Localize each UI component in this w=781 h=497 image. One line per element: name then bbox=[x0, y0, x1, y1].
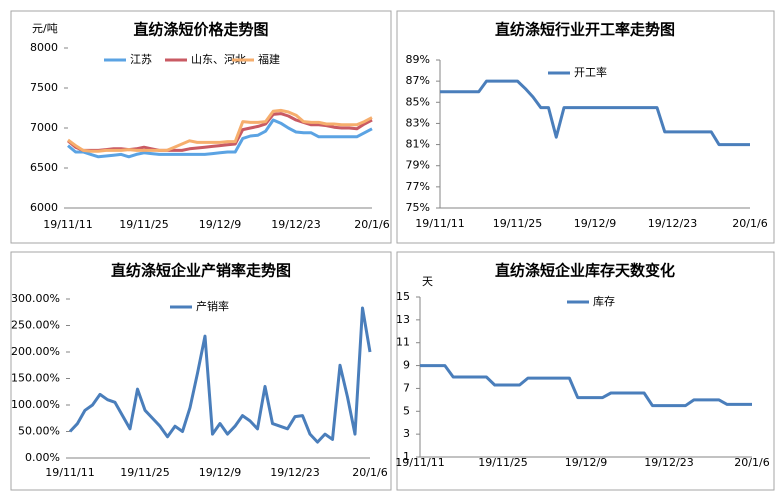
y-tick-label: 5 bbox=[403, 404, 410, 417]
x-tick-label: 19/11/25 bbox=[119, 218, 168, 231]
y-tick-label: 7 bbox=[403, 381, 410, 394]
x-tick-label: 19/12/9 bbox=[574, 217, 616, 230]
panel-frame bbox=[396, 251, 775, 491]
y-tick-label: 100.00% bbox=[11, 398, 60, 411]
y-tick-label: 300.00% bbox=[11, 292, 60, 305]
x-tick-label: 20/1/6 bbox=[734, 456, 769, 469]
x-tick-label: 19/11/25 bbox=[493, 217, 542, 230]
y-tick-label: 0.00% bbox=[25, 451, 60, 464]
y-axis-unit: 元/吨 bbox=[32, 22, 58, 35]
chart-title: 直纺涤短行业开工率走势图 bbox=[495, 21, 675, 39]
x-tick-label: 19/12/23 bbox=[271, 218, 320, 231]
x-tick-label: 20/1/6 bbox=[352, 466, 387, 479]
y-tick-label: 9 bbox=[403, 359, 410, 372]
y-tick-label: 6000 bbox=[30, 201, 58, 214]
chart-title: 直纺涤短企业产销率走势图 bbox=[111, 262, 291, 280]
y-tick-label: 150.00% bbox=[11, 372, 60, 385]
x-tick-label: 19/12/9 bbox=[199, 466, 241, 479]
x-tick-label: 20/1/6 bbox=[732, 217, 767, 230]
x-tick-label: 20/1/6 bbox=[354, 218, 389, 231]
x-tick-label: 19/12/23 bbox=[644, 456, 693, 469]
y-tick-label: 13 bbox=[396, 313, 410, 326]
y-tick-label: 81% bbox=[406, 138, 430, 151]
x-tick-label: 19/11/25 bbox=[478, 456, 527, 469]
chart-title: 直纺涤短企业库存天数变化 bbox=[495, 262, 675, 280]
legend-label: 产销率 bbox=[196, 299, 229, 313]
series-line bbox=[67, 108, 373, 153]
y-tick-label: 75% bbox=[406, 201, 430, 214]
panel-frame bbox=[10, 251, 392, 491]
legend-label: 江苏 bbox=[130, 53, 152, 66]
panel-frame bbox=[396, 10, 775, 244]
legend-label: 福建 bbox=[258, 52, 280, 66]
y-tick-label: 8000 bbox=[30, 41, 58, 54]
y-tick-label: 7500 bbox=[30, 81, 58, 94]
x-tick-label: 19/11/11 bbox=[43, 218, 92, 231]
y-tick-label: 1 bbox=[403, 450, 410, 463]
y-tick-label: 3 bbox=[403, 427, 410, 440]
y-tick-label: 79% bbox=[406, 159, 430, 172]
series-line bbox=[440, 79, 750, 147]
y-tick-label: 77% bbox=[406, 180, 430, 193]
series-line bbox=[420, 364, 752, 408]
y-tick-label: 200.00% bbox=[11, 345, 60, 358]
x-tick-label: 19/12/23 bbox=[270, 466, 319, 479]
legend-label: 开工率 bbox=[574, 65, 607, 79]
x-tick-label: 19/11/11 bbox=[415, 217, 464, 230]
y-tick-label: 83% bbox=[406, 116, 430, 129]
y-tick-label: 250.00% bbox=[11, 319, 60, 332]
legend-label: 山东、河北 bbox=[191, 53, 246, 66]
x-tick-label: 19/11/25 bbox=[120, 466, 169, 479]
y-tick-label: 15 bbox=[396, 290, 410, 303]
y-tick-label: 6500 bbox=[30, 161, 58, 174]
y-tick-label: 89% bbox=[406, 53, 430, 66]
chart-title: 直纺涤短价格走势图 bbox=[133, 21, 268, 39]
y-tick-label: 50.00% bbox=[18, 425, 60, 438]
y-tick-label: 87% bbox=[406, 74, 430, 87]
x-tick-label: 19/12/9 bbox=[199, 218, 241, 231]
series-line bbox=[68, 306, 372, 444]
x-tick-label: 19/11/11 bbox=[45, 466, 94, 479]
legend-label: 库存 bbox=[593, 294, 615, 308]
series-line bbox=[67, 112, 373, 152]
series-line bbox=[67, 118, 373, 159]
y-axis-unit: 天 bbox=[422, 275, 433, 288]
x-tick-label: 19/12/23 bbox=[648, 217, 697, 230]
y-tick-label: 11 bbox=[396, 336, 410, 349]
y-tick-label: 7000 bbox=[30, 121, 58, 134]
x-tick-label: 19/12/9 bbox=[565, 456, 607, 469]
x-tick-label: 19/11/11 bbox=[395, 456, 444, 469]
y-tick-label: 85% bbox=[406, 95, 430, 108]
